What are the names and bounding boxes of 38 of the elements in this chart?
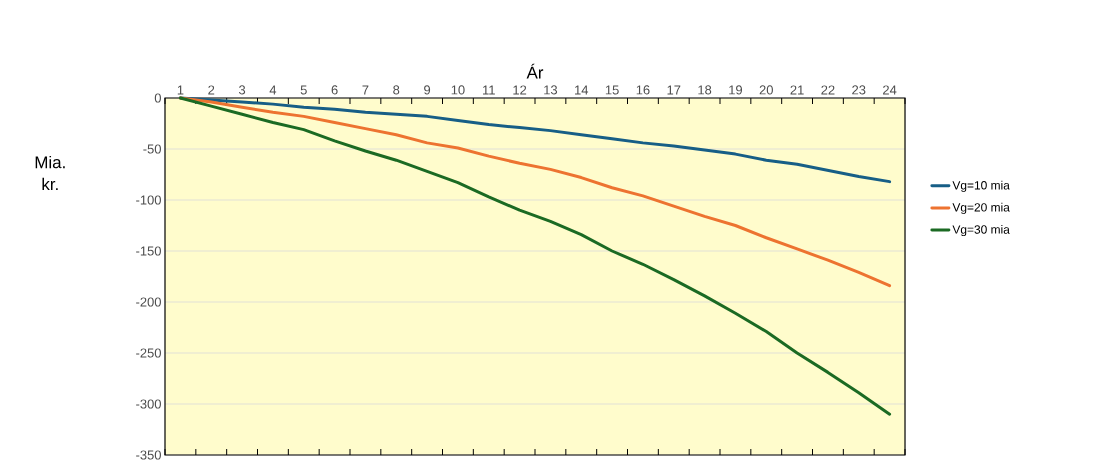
legend-label: Vg=20 mia — [952, 202, 1010, 214]
y-tick-label: -350 — [136, 450, 161, 460]
x-tick-label: 2 — [208, 85, 215, 95]
x-tick-label: 11 — [483, 85, 495, 95]
x-tick-label: 23 — [852, 85, 866, 95]
y-tick-label: -300 — [136, 399, 161, 409]
x-tick-label: 22 — [821, 85, 835, 95]
x-tick-label: 4 — [269, 85, 277, 95]
y-tick-label: -100 — [136, 195, 161, 205]
x-tick-label: 14 — [575, 85, 589, 95]
x-tick-label: 19 — [729, 85, 743, 95]
y-tick-label: -50 — [143, 144, 161, 154]
x-tick-label: 20 — [759, 85, 773, 95]
x-tick-label: 15 — [605, 85, 619, 95]
x-tick-label: 9 — [424, 85, 431, 95]
x-tick-label: 7 — [362, 85, 369, 95]
y-tick-label: -250 — [136, 348, 161, 358]
x-tick-label: 3 — [238, 85, 246, 95]
x-tick-label: 17 — [667, 85, 681, 95]
x-tick-label: 6 — [331, 85, 338, 95]
y-tick-label: -150 — [136, 246, 161, 256]
y-axis-title: Mia. kr. — [35, 155, 65, 191]
x-tick-label: 10 — [451, 85, 465, 95]
x-tick-label: 8 — [393, 85, 400, 95]
x-tick-label: 16 — [636, 85, 650, 95]
y-tick-label: -200 — [136, 297, 161, 307]
x-tick-label: 18 — [698, 85, 712, 95]
line-series — [178, 96, 892, 416]
x-tick-label: 12 — [513, 85, 527, 95]
x-tick-label: 1 — [177, 85, 184, 95]
legend-label: Vg=10 mia — [952, 180, 1010, 192]
x-axis-title: Ár — [526, 63, 544, 79]
y-tick-label: 0 — [154, 93, 161, 103]
x-tick-label: 5 — [300, 85, 307, 95]
x-tick-label: 13 — [544, 85, 558, 95]
x-tick-label: 21 — [790, 85, 804, 95]
x-tick-label: 24 — [883, 85, 897, 95]
legend-label: Vg=30 mia — [952, 224, 1010, 237]
